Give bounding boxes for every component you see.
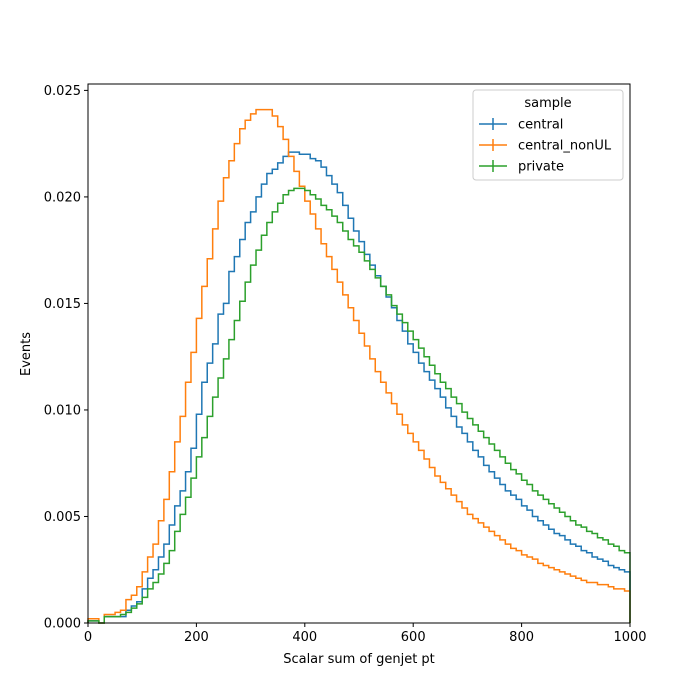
legend-box [472, 89, 624, 181]
legend-title: sample [524, 96, 571, 111]
x-axis: 0 200 400 600 800 1000 [84, 623, 647, 645]
legend-label: private [518, 160, 564, 175]
x-tick-label: 600 [401, 630, 426, 645]
y-tick-label: 0.025 [44, 84, 81, 99]
series-layer [87, 108, 631, 624]
y-axis-label: Events [19, 332, 34, 376]
x-tick-label: 1000 [613, 630, 646, 645]
legend-label: central [518, 118, 563, 133]
x-tick-label: 800 [509, 630, 534, 645]
y-tick-label: 0.000 [44, 617, 81, 632]
legend-entry-private: private [479, 160, 564, 175]
plot-frame [87, 83, 631, 624]
series-central-nonul-line [87, 108, 631, 624]
y-axis: 0.000 0.005 0.010 0.015 0.020 0.025 [44, 84, 88, 632]
series-private-line [87, 187, 631, 624]
y-tick-label: 0.015 [44, 297, 81, 312]
x-tick-label: 200 [184, 630, 209, 645]
x-axis-label: Scalar sum of genjet pt [283, 652, 435, 667]
y-tick-label: 0.020 [44, 190, 81, 205]
x-tick-label: 400 [292, 630, 317, 645]
series-central-line [87, 151, 631, 624]
y-tick-label: 0.005 [44, 510, 81, 525]
legend-entry-central-nonul: central_nonUL [479, 139, 612, 154]
y-tick-label: 0.010 [44, 403, 81, 418]
legend-entry-central: central [479, 118, 563, 133]
legend-label: central_nonUL [518, 139, 612, 154]
x-tick-label: 0 [84, 630, 92, 645]
